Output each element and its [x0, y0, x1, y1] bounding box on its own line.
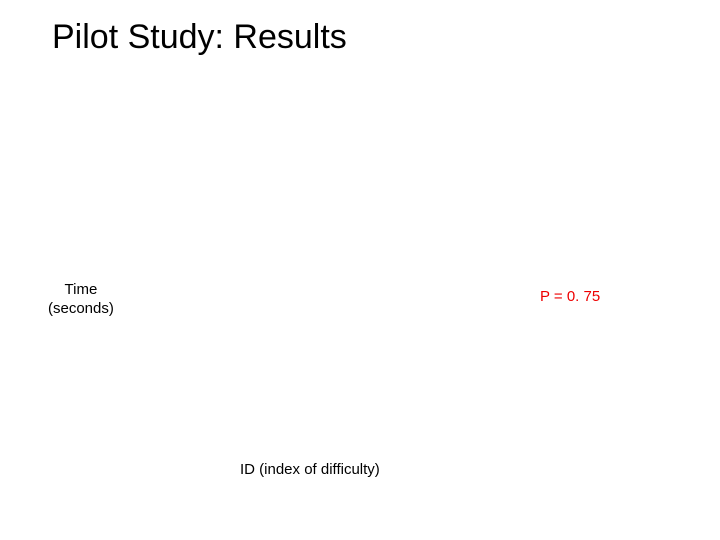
y-axis-label: Time (seconds): [48, 281, 114, 319]
p-value-annotation: P = 0. 75: [540, 288, 600, 305]
y-axis-label-line2: (seconds): [48, 300, 114, 319]
x-axis-label: ID (index of difficulty): [240, 461, 380, 478]
y-axis-label-line1: Time: [48, 281, 114, 300]
slide-title: Pilot Study: Results: [52, 18, 347, 57]
